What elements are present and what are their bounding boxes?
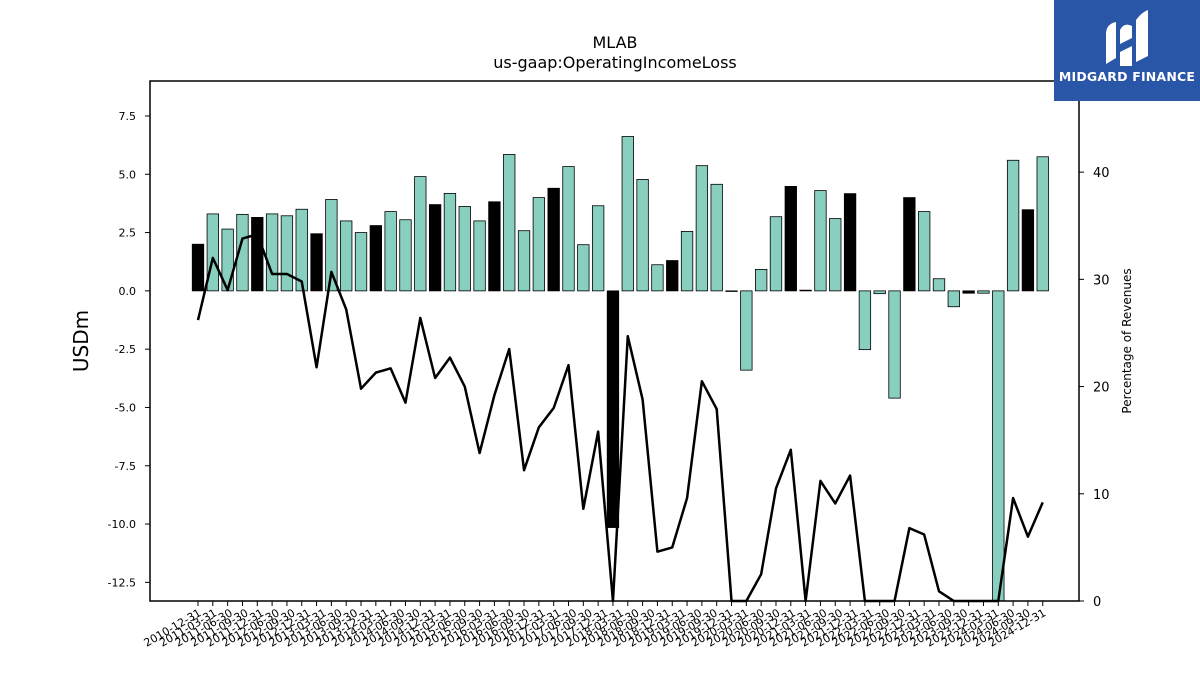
logo-text: MIDGARD FINANCE [1058,69,1196,84]
y-tick-label-8: 7.5 [119,110,137,123]
midgard-logo-icon [1106,10,1148,67]
bar-31 [651,264,664,292]
y-tick-label-4: -2.5 [115,343,136,356]
bar-28 [606,290,620,528]
bar-13 [384,211,397,292]
percentage-line [196,233,1044,603]
bar-27 [591,205,605,292]
bar-14 [399,219,412,292]
bar-0 [191,243,205,292]
bar-18 [458,206,471,292]
bar-49 [918,211,931,292]
bar-57 [1036,156,1049,292]
bar-8 [310,233,323,292]
bar-44 [843,193,857,292]
x-ticks: 2010-12-312011-03-312011-06-302011-09-30… [142,601,1048,650]
bar-22 [517,230,531,292]
bar-3 [236,213,249,292]
bars-layer [191,136,1049,602]
bar-36 [725,290,738,292]
bar-50 [932,278,946,292]
bar-11 [354,232,368,292]
bar-24 [547,187,560,292]
y-axis-label: USDm [69,310,93,372]
y2-tick-label-1: 10 [1093,488,1110,503]
bar-1 [206,213,219,292]
bar-12 [369,225,382,292]
plot-frame [149,80,1080,602]
bar-55 [1006,159,1020,292]
bar-37 [740,290,753,371]
bar-39 [769,216,783,292]
bar-7 [295,208,308,292]
bar-6 [280,215,294,292]
bar-40 [784,185,797,292]
bar-45 [858,290,872,351]
bar-38 [755,269,768,292]
y2-tick-label-3: 30 [1093,273,1110,288]
y-tick-label-0: -12.5 [108,576,136,589]
y-tick-label-7: 5.0 [119,168,137,181]
bar-33 [680,230,694,292]
y2-ticks: 0 10 20 30 40 [1079,166,1110,610]
bar-5 [265,213,279,292]
bar-9 [325,199,338,292]
bar-26 [577,244,590,292]
bar-48 [903,197,916,292]
y-ticks: -12.5 -10.0 -7.5 -5.0 -2.5 0.0 2.5 5.0 7.5 [108,110,150,589]
bar-23 [532,197,546,292]
chart-subtitle: us-gaap:OperatingIncomeLoss [493,53,737,72]
bar-16 [428,204,442,292]
bar-4 [251,217,264,292]
bar-17 [443,192,457,292]
y-tick-label-3: -5.0 [115,401,136,414]
bar-29 [621,136,634,292]
bar-54 [992,290,1005,602]
bar-41 [799,289,812,292]
bar-20 [488,201,501,292]
bar-19 [473,220,486,292]
midgard-finance-logo: MIDGARD FINANCE [1054,0,1200,101]
bar-30 [636,178,649,292]
bar-25 [562,166,575,292]
bar-10 [340,220,353,292]
bar-15 [414,176,427,292]
bar-32 [666,260,679,292]
bar-47 [888,290,901,399]
line-layer [196,233,1044,603]
y-tick-label-6: 2.5 [119,227,137,240]
y2-tick-label-2: 20 [1093,381,1110,396]
bar-51 [947,290,960,308]
bar-53 [977,290,990,294]
y-tick-label-5: 0.0 [119,285,137,298]
bar-43 [829,218,842,292]
y-tick-label-1: -10.0 [108,518,136,531]
bar-21 [503,154,516,292]
bar-34 [695,165,709,292]
y2-tick-label-0: 0 [1093,595,1101,610]
bar-46 [873,290,886,295]
bar-42 [814,190,827,292]
y2-axis-label: Percentage of Revenues [1120,268,1134,413]
bar-56 [1021,209,1035,292]
y-tick-label-2: -7.5 [115,460,136,473]
bar-35 [710,183,723,292]
y2-tick-label-4: 40 [1093,166,1110,181]
chart-title: MLAB [592,33,637,52]
bar-52 [962,290,975,294]
